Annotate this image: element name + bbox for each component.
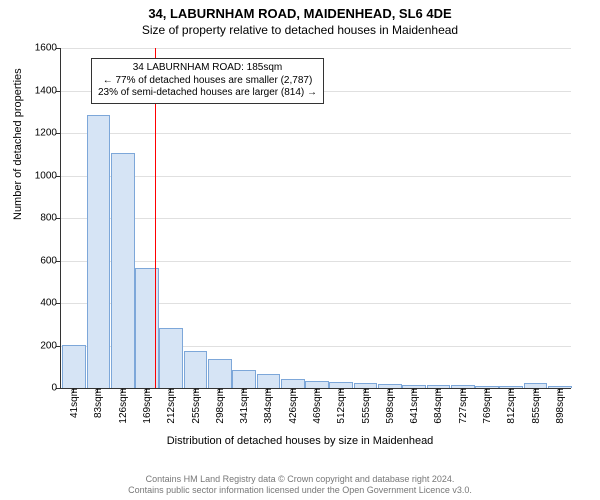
x-tick-label: 298sqm xyxy=(212,388,226,424)
histogram-bar xyxy=(281,379,305,389)
x-tick-label: 384sqm xyxy=(260,388,274,424)
y-tick-label: 200 xyxy=(40,340,61,351)
grid-line xyxy=(61,176,571,177)
y-tick-label: 1000 xyxy=(35,170,61,181)
grid-line xyxy=(61,218,571,219)
y-axis-label: Number of detached properties xyxy=(12,68,24,220)
x-tick-label: 727sqm xyxy=(455,388,469,424)
histogram-bar xyxy=(208,359,232,388)
x-tick-label: 598sqm xyxy=(382,388,396,424)
grid-line xyxy=(61,133,571,134)
histogram-bar xyxy=(184,351,208,388)
x-tick-label: 641sqm xyxy=(406,388,420,424)
annotation-box: 34 LABURNHAM ROAD: 185sqm← 77% of detach… xyxy=(91,58,324,104)
x-tick-label: 341sqm xyxy=(236,388,250,424)
annotation-line: 23% of semi-detached houses are larger (… xyxy=(98,87,317,100)
x-tick-label: 469sqm xyxy=(309,388,323,424)
footer: Contains HM Land Registry data © Crown c… xyxy=(0,474,600,496)
histogram-bar xyxy=(159,328,183,389)
grid-line xyxy=(61,261,571,262)
histogram-bar xyxy=(62,345,86,389)
y-tick-label: 400 xyxy=(40,298,61,309)
y-tick-label: 0 xyxy=(51,383,61,394)
chart-container: 34, LABURNHAM ROAD, MAIDENHEAD, SL6 4DE … xyxy=(0,0,600,500)
histogram-bar xyxy=(305,381,329,388)
annotation-line: 34 LABURNHAM ROAD: 185sqm xyxy=(98,62,317,75)
y-tick-label: 800 xyxy=(40,213,61,224)
y-tick-label: 1200 xyxy=(35,128,61,139)
x-tick-label: 41sqm xyxy=(66,388,80,418)
x-tick-label: 555sqm xyxy=(358,388,372,424)
histogram-bar xyxy=(232,370,256,388)
title-sub: Size of property relative to detached ho… xyxy=(0,21,600,37)
y-tick-label: 600 xyxy=(40,255,61,266)
histogram-bar xyxy=(87,115,111,388)
histogram-bar xyxy=(111,153,135,388)
histogram-bar xyxy=(257,374,281,388)
x-tick-label: 255sqm xyxy=(188,388,202,424)
x-tick-label: 83sqm xyxy=(90,388,104,418)
x-tick-label: 855sqm xyxy=(528,388,542,424)
x-tick-label: 212sqm xyxy=(163,388,177,424)
x-tick-label: 898sqm xyxy=(552,388,566,424)
x-tick-label: 812sqm xyxy=(503,388,517,424)
y-tick-label: 1400 xyxy=(35,85,61,96)
x-tick-label: 512sqm xyxy=(333,388,347,424)
grid-line xyxy=(61,48,571,49)
footer-line2: Contains public sector information licen… xyxy=(0,485,600,496)
x-tick-label: 769sqm xyxy=(479,388,493,424)
x-tick-label: 684sqm xyxy=(430,388,444,424)
x-tick-label: 426sqm xyxy=(285,388,299,424)
chart-plot-area: 0200400600800100012001400160041sqm83sqm1… xyxy=(60,48,571,389)
x-tick-label: 169sqm xyxy=(139,388,153,424)
x-tick-label: 126sqm xyxy=(115,388,129,424)
annotation-line: ← 77% of detached houses are smaller (2,… xyxy=(98,75,317,88)
x-axis-label: Distribution of detached houses by size … xyxy=(0,435,600,447)
y-tick-label: 1600 xyxy=(35,43,61,54)
title-main: 34, LABURNHAM ROAD, MAIDENHEAD, SL6 4DE xyxy=(0,0,600,21)
footer-line1: Contains HM Land Registry data © Crown c… xyxy=(0,474,600,485)
